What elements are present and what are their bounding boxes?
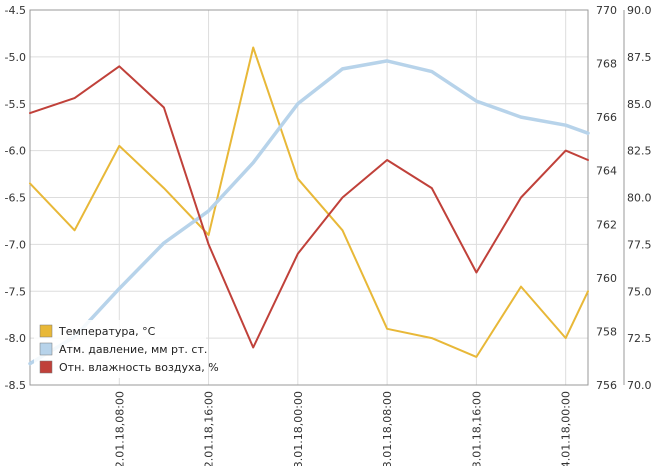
- y-tick-temperature: -5.0: [5, 51, 26, 64]
- y-tick-temperature: -8.0: [5, 332, 26, 345]
- y-tick-pressure: 756: [596, 379, 617, 392]
- x-tick-label: 13.01.18,08:00: [381, 391, 394, 466]
- legend-label-humidity: Отн. влажность воздуха, %: [59, 361, 219, 374]
- y-tick-humidity: 82.5: [627, 145, 652, 158]
- y-tick-humidity: 80.0: [627, 192, 652, 205]
- y-tick-temperature: -4.5: [5, 4, 26, 17]
- series-line-temperature: [29, 46, 589, 358]
- legend-background: [34, 320, 206, 378]
- x-tick-label: 12.01.18,16:00: [203, 391, 216, 466]
- y-tick-pressure: 760: [596, 272, 617, 285]
- legend-swatch-humidity: [39, 360, 53, 374]
- legend-label-pressure: Атм. давление, мм рт. ст.: [59, 343, 207, 356]
- x-tick-label: 13.01.18,16:00: [470, 391, 483, 466]
- plot-frame: [29, 9, 589, 386]
- y-tick-humidity: 72.5: [627, 332, 652, 345]
- y-tick-temperature: -6.5: [5, 192, 26, 205]
- y-tick-pressure: 766: [596, 111, 617, 124]
- y-tick-humidity: 77.5: [627, 238, 652, 251]
- y-tick-pressure: 764: [596, 165, 617, 178]
- y-tick-temperature: -7.5: [5, 285, 26, 298]
- series-line-humidity: [29, 65, 589, 349]
- legend-swatch-pressure: [39, 342, 53, 356]
- y-tick-humidity: 85.0: [627, 98, 652, 111]
- x-tick-label: 13.01.18,00:00: [292, 391, 305, 466]
- y-tick-temperature: -5.5: [5, 98, 26, 111]
- y-tick-humidity: 75.0: [627, 285, 652, 298]
- legend-label-temperature: Температура, °С: [58, 325, 156, 338]
- y-tick-humidity: 70.0: [627, 379, 652, 392]
- y-tick-temperature: -6.0: [5, 145, 26, 158]
- y-tick-humidity: 90.0: [627, 4, 652, 17]
- x-tick-label: 12.01.18,08:00: [113, 391, 126, 466]
- y-tick-pressure: 770: [596, 4, 617, 17]
- y-tick-humidity: 87.5: [627, 51, 652, 64]
- y-tick-temperature: -7.0: [5, 238, 26, 251]
- series-line-pressure: [28, 59, 590, 366]
- y-tick-pressure: 768: [596, 58, 617, 71]
- x-tick-label: 14.01.18,00:00: [560, 391, 573, 466]
- y-tick-temperature: -8.5: [5, 379, 26, 392]
- y-tick-pressure: 762: [596, 218, 617, 231]
- legend-swatch-temperature: [39, 324, 53, 338]
- y-tick-pressure: 758: [596, 325, 617, 338]
